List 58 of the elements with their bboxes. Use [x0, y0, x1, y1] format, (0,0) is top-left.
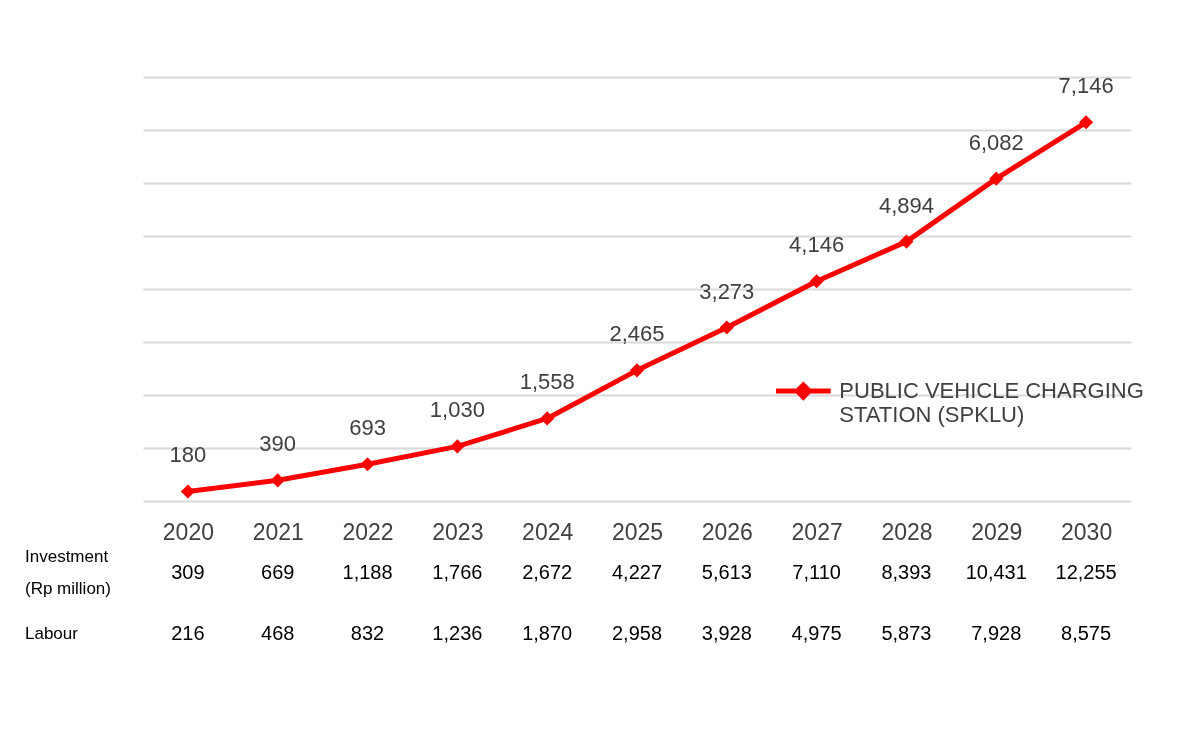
text: 3,928 [701, 622, 752, 644]
data-label: 6,082 [968, 129, 1024, 155]
text: 832 [350, 622, 385, 644]
text: 468 [261, 622, 295, 644]
text: 2,958 [611, 622, 663, 644]
text: Labour [25, 624, 79, 643]
text: 309 [171, 561, 205, 583]
text: 1,188 [342, 561, 393, 583]
point [450, 439, 465, 454]
data-label: 4,146 [789, 232, 845, 258]
text: 216 [171, 622, 205, 644]
text: 7,928 [971, 622, 1022, 644]
point [629, 363, 645, 378]
x-tick-label: 2026 [701, 518, 753, 545]
x-tick-label: 2030 [1061, 518, 1113, 545]
data-label: 3,273 [699, 278, 755, 304]
text: 10,431 [965, 561, 1027, 583]
x-tick-label: 2024 [522, 518, 574, 545]
point [540, 411, 555, 426]
x-tick-label: 2028 [881, 518, 933, 545]
point [1079, 115, 1094, 130]
point [360, 457, 375, 472]
data-label: 7,146 [1058, 73, 1114, 99]
point [899, 234, 914, 249]
point [989, 171, 1004, 186]
data-label: 4,894 [878, 192, 934, 218]
point [270, 473, 285, 488]
data-label: 390 [259, 431, 297, 457]
text: 1,236 [432, 622, 483, 644]
x-tick-label: 2027 [791, 518, 843, 545]
text: 4,975 [791, 622, 842, 644]
text: 8,393 [881, 561, 932, 583]
x-tick-label: 2020 [162, 518, 214, 545]
data-label: 1,558 [519, 369, 575, 395]
point [180, 484, 195, 499]
text: 5,873 [881, 622, 932, 644]
text: 8,575 [1061, 622, 1112, 644]
x-tick-label: 2021 [252, 518, 304, 545]
text: 669 [261, 561, 295, 583]
text: 12,255 [1055, 561, 1117, 583]
x-tick-label: 2025 [611, 518, 664, 545]
text: 1,766 [432, 561, 483, 583]
text: Investment (Rp million) [25, 547, 111, 598]
point [809, 274, 824, 289]
text: 2,672 [522, 561, 573, 583]
text: 1,870 [522, 622, 573, 644]
text: 5,613 [701, 561, 752, 583]
data-label: 1,030 [429, 397, 485, 423]
data-label: 180 [169, 442, 207, 468]
x-tick-label: 2022 [342, 518, 394, 545]
point [719, 320, 734, 335]
x-tick-label: 2029 [971, 518, 1023, 545]
x-tick-label: 2023 [432, 518, 484, 545]
text: 4,227 [611, 561, 663, 583]
data-label: 2,465 [609, 321, 665, 347]
legend-label: PUBLIC VEHICLE CHARGING STATION (SPKLU) [839, 378, 1144, 428]
text: 7,110 [792, 561, 841, 583]
data-label: 693 [349, 415, 386, 441]
